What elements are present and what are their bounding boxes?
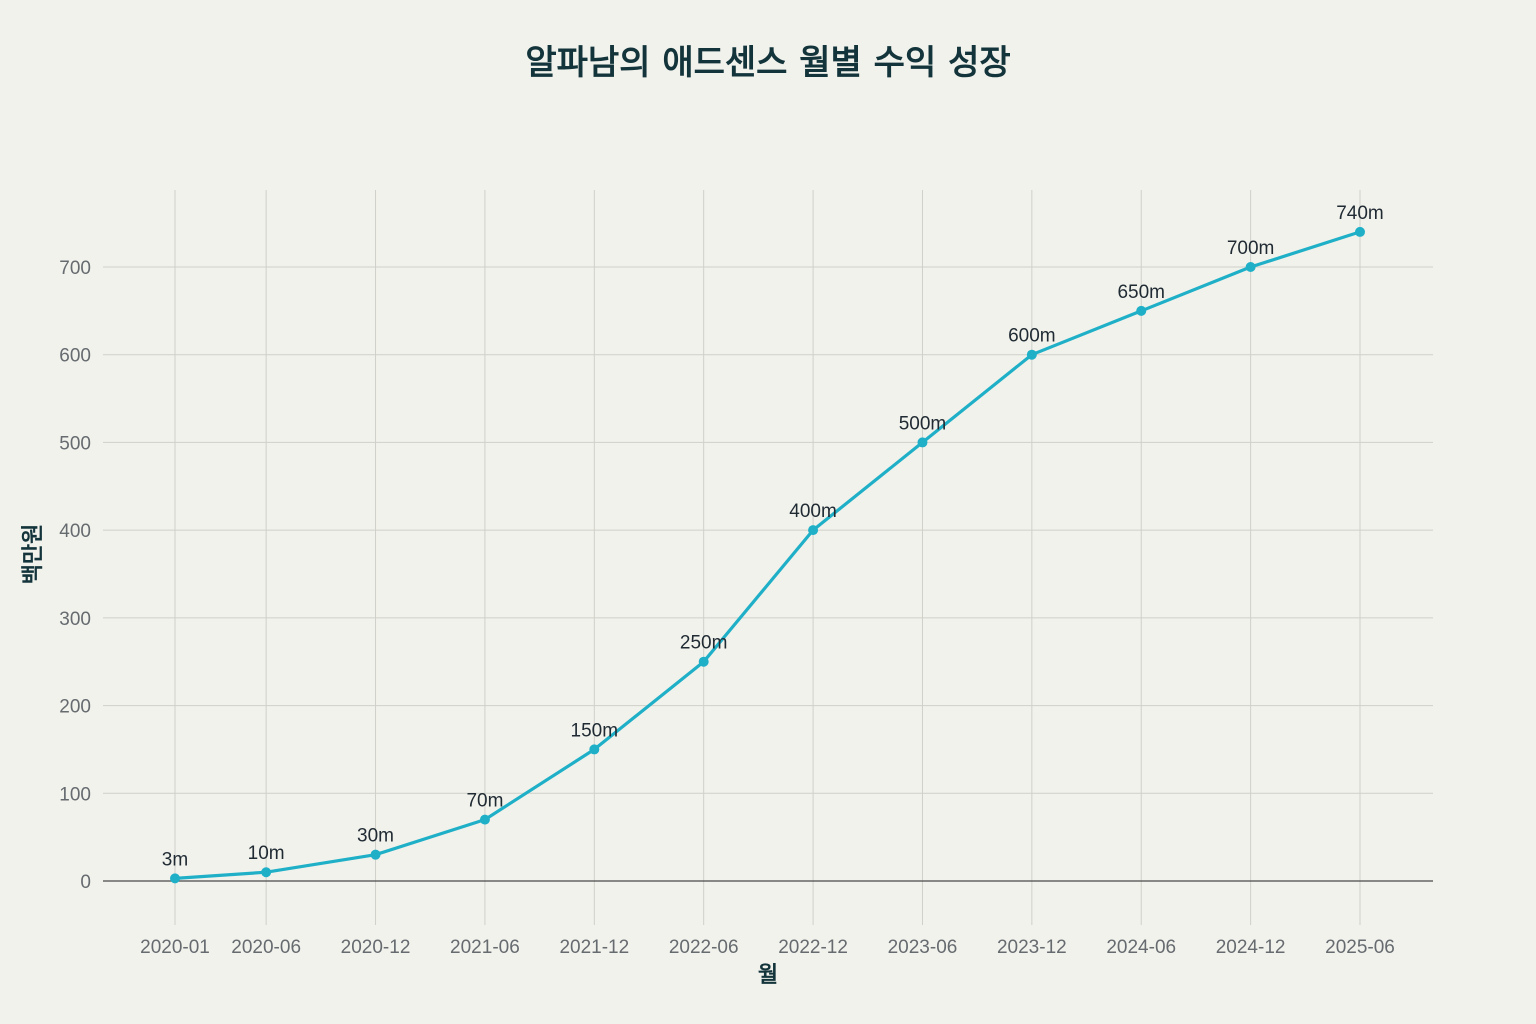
data-label: 500m (899, 413, 947, 434)
data-label: 400m (789, 501, 837, 522)
data-point (1245, 262, 1256, 272)
data-point (261, 867, 272, 878)
series-line (174, 230, 1361, 880)
y-tick-label: 500 (59, 433, 91, 454)
y-tick-label: 700 (59, 258, 91, 279)
data-point (917, 437, 928, 448)
data-label: 700m (1227, 238, 1275, 259)
x-tick-label: 2022-12 (778, 937, 848, 958)
data-point (479, 814, 490, 825)
y-tick-label: 300 (59, 609, 91, 630)
x-tick-label: 2020-06 (231, 937, 301, 958)
data-point (698, 656, 709, 667)
x-tick-label: 2025-06 (1325, 937, 1395, 958)
data-label: 3m (162, 849, 188, 870)
x-axis-ticks: 2020-01 2020-06 2020-12 2021-06 2021-12 2022-… (140, 937, 1395, 958)
x-axis-label: 월 (758, 963, 778, 988)
y-tick-label: 100 (59, 784, 91, 805)
x-tick-label: 2024-12 (1216, 937, 1286, 958)
data-label: 740m (1336, 203, 1384, 224)
x-tick-label: 2022-06 (669, 937, 739, 958)
y-tick-label: 400 (59, 521, 91, 542)
data-point (370, 849, 381, 860)
data-point (170, 873, 180, 884)
y-tick-label: 200 (59, 697, 91, 718)
data-label: 150m (571, 720, 619, 741)
x-tick-label: 2023-12 (997, 937, 1067, 958)
x-tick-label: 2020-12 (341, 937, 411, 958)
x-tick-label: 2023-06 (888, 937, 958, 958)
data-points (170, 226, 1365, 884)
x-tick-label: 2024-06 (1106, 937, 1176, 958)
y-tick-label: 600 (59, 346, 91, 367)
data-labels: 3m 10m 30m 70m 150m 250m 400m 500m 600m 650m 700m 7… (162, 203, 1384, 870)
data-label: 10m (248, 843, 285, 864)
data-point (1136, 305, 1147, 316)
data-point (589, 744, 600, 755)
data-point (808, 525, 819, 536)
data-label: 600m (1008, 326, 1056, 347)
y-axis-label: 백만원 (21, 524, 46, 585)
grid (103, 190, 1433, 925)
y-tick-label: 0 (80, 872, 91, 893)
chart-title: 알파남의 애드센스 월별 수익 성장 (525, 43, 1010, 83)
data-label: 250m (680, 633, 728, 654)
data-point (1355, 226, 1365, 237)
x-tick-label: 2020-01 (140, 937, 210, 958)
data-label: 30m (357, 826, 394, 847)
data-point (1026, 349, 1037, 360)
data-label: 70m (466, 791, 503, 812)
x-tick-label: 2021-06 (450, 937, 520, 958)
data-label: 650m (1117, 282, 1165, 303)
x-tick-label: 2021-12 (559, 937, 629, 958)
y-axis-ticks: 0 100 200 300 400 500 600 700 (59, 258, 91, 893)
